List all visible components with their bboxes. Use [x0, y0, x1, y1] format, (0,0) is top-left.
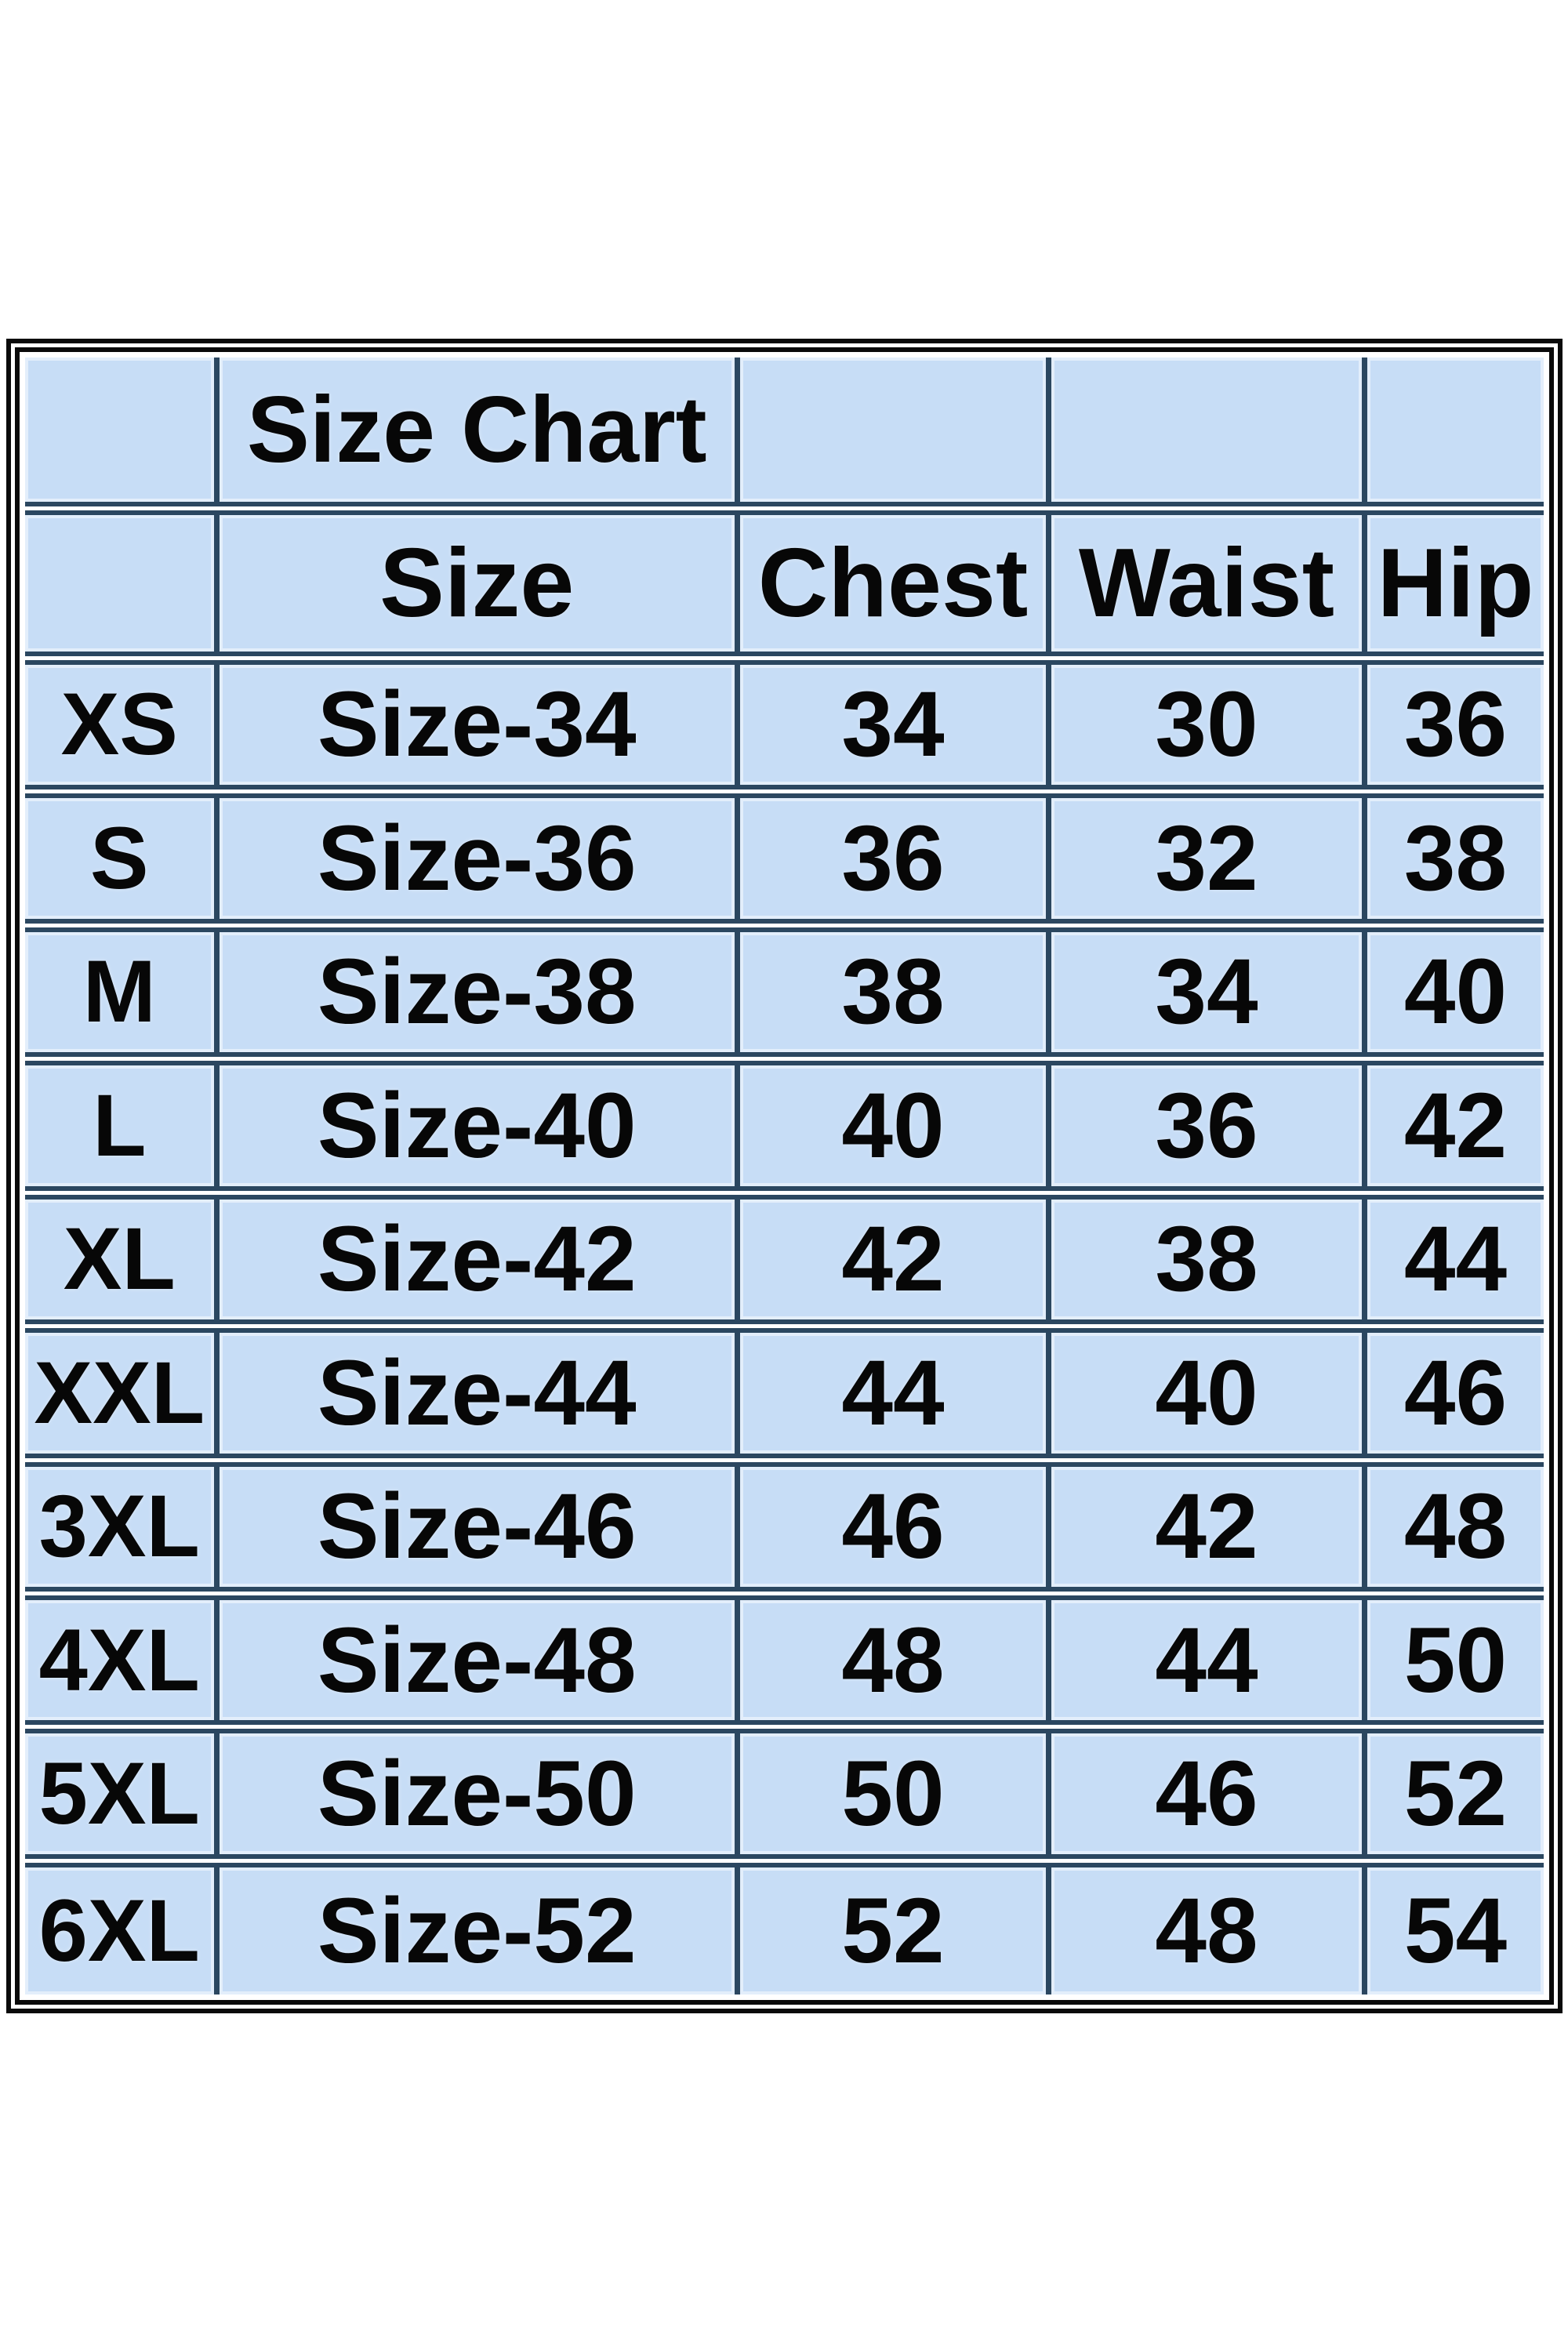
size-cell: Size-48: [213, 1586, 740, 1734]
hip-cell: 36: [1361, 651, 1544, 799]
row-label-cell: XXL: [25, 1319, 220, 1467]
chest-cell: 44: [734, 1319, 1052, 1467]
size-chart-table-inner-frame: Size Chart Size Chest Waist Hip XS: [15, 347, 1554, 2005]
table-title: Size Chart: [213, 358, 740, 516]
waist-cell: 34: [1046, 918, 1367, 1066]
table-row: 4XL Size-48 48 44 50: [25, 1586, 1544, 1734]
size-chart-table: Size Chart Size Chest Waist Hip XS: [25, 358, 1544, 1994]
title-row: Size Chart: [25, 358, 1544, 516]
size-cell: Size-52: [213, 1853, 740, 1994]
size-chart-table-frame: Size Chart Size Chest Waist Hip XS: [6, 339, 1563, 2013]
table-row: 3XL Size-46 46 42 48: [25, 1453, 1544, 1601]
hip-cell: 42: [1361, 1052, 1544, 1200]
header-cell-chest: Chest: [734, 502, 1052, 665]
hip-cell: 40: [1361, 918, 1544, 1066]
chest-cell: 50: [734, 1720, 1052, 1867]
waist-cell: 36: [1046, 1052, 1367, 1200]
header-cell-hip: Hip: [1361, 502, 1544, 665]
size-cell: Size-36: [213, 785, 740, 932]
table-row: XS Size-34 34 30 36: [25, 651, 1544, 799]
size-cell: Size-46: [213, 1453, 740, 1601]
waist-cell: 40: [1046, 1319, 1367, 1467]
size-cell: Size-38: [213, 918, 740, 1066]
size-cell: Size-40: [213, 1052, 740, 1200]
table-row: M Size-38 38 34 40: [25, 918, 1544, 1066]
table-row: 6XL Size-52 52 48 54: [25, 1853, 1544, 1994]
header-spacer-cell: [25, 502, 220, 665]
title-spacer-cell: [1046, 358, 1367, 516]
hip-cell: 46: [1361, 1319, 1544, 1467]
row-label-cell: 6XL: [25, 1853, 220, 1994]
table-row: L Size-40 40 36 42: [25, 1052, 1544, 1200]
hip-cell: 54: [1361, 1853, 1544, 1994]
waist-cell: 30: [1046, 651, 1367, 799]
row-label-cell: 3XL: [25, 1453, 220, 1601]
chest-cell: 36: [734, 785, 1052, 932]
row-label-cell: M: [25, 918, 220, 1066]
waist-cell: 44: [1046, 1586, 1367, 1734]
table-row: S Size-36 36 32 38: [25, 785, 1544, 932]
waist-cell: 42: [1046, 1453, 1367, 1601]
corner-cell: [25, 358, 220, 516]
chest-cell: 34: [734, 651, 1052, 799]
chest-cell: 46: [734, 1453, 1052, 1601]
hip-cell: 50: [1361, 1586, 1544, 1734]
table-row: 5XL Size-50 50 46 52: [25, 1720, 1544, 1867]
hip-cell: 52: [1361, 1720, 1544, 1867]
waist-cell: 48: [1046, 1853, 1367, 1994]
size-cell: Size-42: [213, 1185, 740, 1334]
row-label-cell: 4XL: [25, 1586, 220, 1734]
hip-cell: 44: [1361, 1185, 1544, 1334]
row-label-cell: S: [25, 785, 220, 932]
waist-cell: 38: [1046, 1185, 1367, 1334]
hip-cell: 38: [1361, 785, 1544, 932]
header-row: Size Chest Waist Hip: [25, 502, 1544, 665]
row-label-cell: XS: [25, 651, 220, 799]
waist-cell: 32: [1046, 785, 1367, 932]
hip-cell: 48: [1361, 1453, 1544, 1601]
header-cell-waist: Waist: [1046, 502, 1367, 665]
size-cell: Size-50: [213, 1720, 740, 1867]
size-cell: Size-34: [213, 651, 740, 799]
title-spacer-cell: [1361, 358, 1544, 516]
chest-cell: 52: [734, 1853, 1052, 1994]
title-spacer-cell: [734, 358, 1052, 516]
header-cell-size: Size: [213, 502, 740, 665]
table-row: XL Size-42 42 38 44: [25, 1185, 1544, 1334]
row-label-cell: L: [25, 1052, 220, 1200]
chest-cell: 48: [734, 1586, 1052, 1734]
chest-cell: 40: [734, 1052, 1052, 1200]
table-row: XXL Size-44 44 40 46: [25, 1319, 1544, 1467]
waist-cell: 46: [1046, 1720, 1367, 1867]
chest-cell: 42: [734, 1185, 1052, 1334]
row-label-cell: 5XL: [25, 1720, 220, 1867]
chest-cell: 38: [734, 918, 1052, 1066]
row-label-cell: XL: [25, 1185, 220, 1334]
size-cell: Size-44: [213, 1319, 740, 1467]
